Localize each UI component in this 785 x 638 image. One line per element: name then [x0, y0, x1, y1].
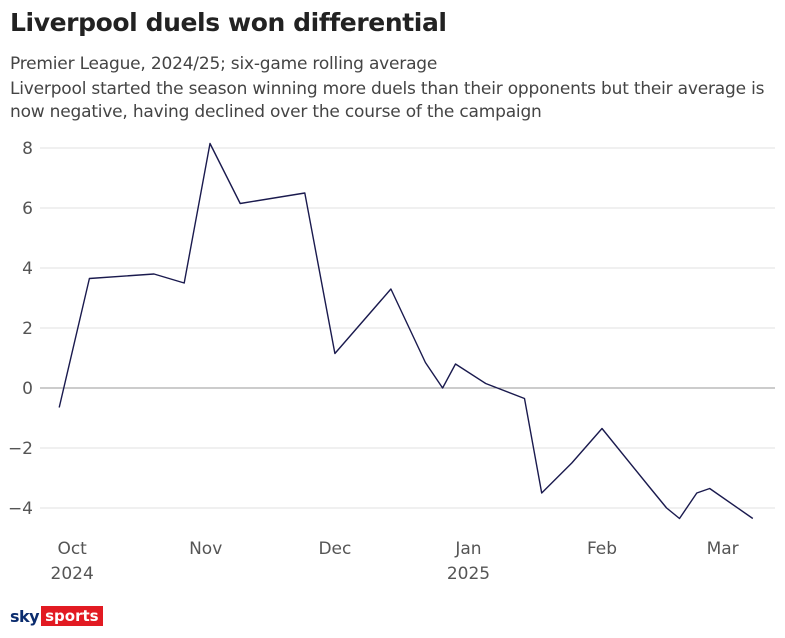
chart-description: Liverpool started the season winning mor… — [10, 79, 765, 122]
x-tick-year-label: 2025 — [447, 564, 490, 584]
logo-sky-text: sky — [10, 606, 40, 626]
x-tick-label: Oct — [57, 539, 87, 559]
y-tick-label: 6 — [22, 199, 33, 219]
series-line — [58, 142, 754, 520]
y-tick-label: 8 — [22, 139, 33, 159]
x-tick-label: Feb — [587, 539, 617, 559]
chart-title: Liverpool duels won differential — [10, 8, 447, 37]
x-tick-label: Mar — [707, 539, 739, 559]
x-tick-label: Dec — [318, 539, 351, 559]
y-tick-label: 4 — [22, 259, 33, 279]
sky-sports-logo: sky sports — [10, 606, 103, 626]
x-tick-year-label: 2024 — [51, 564, 94, 584]
y-tick-label: −2 — [8, 439, 33, 459]
x-tick-label: Nov — [189, 539, 222, 559]
chart-subtitle: Premier League, 2024/25; six-game rollin… — [10, 54, 438, 74]
y-tick-label: 2 — [22, 319, 33, 339]
x-tick-label: Jan — [454, 539, 481, 559]
y-tick-label: −4 — [8, 499, 33, 519]
y-tick-label: 0 — [22, 379, 33, 399]
logo-sports-text: sports — [41, 606, 103, 626]
